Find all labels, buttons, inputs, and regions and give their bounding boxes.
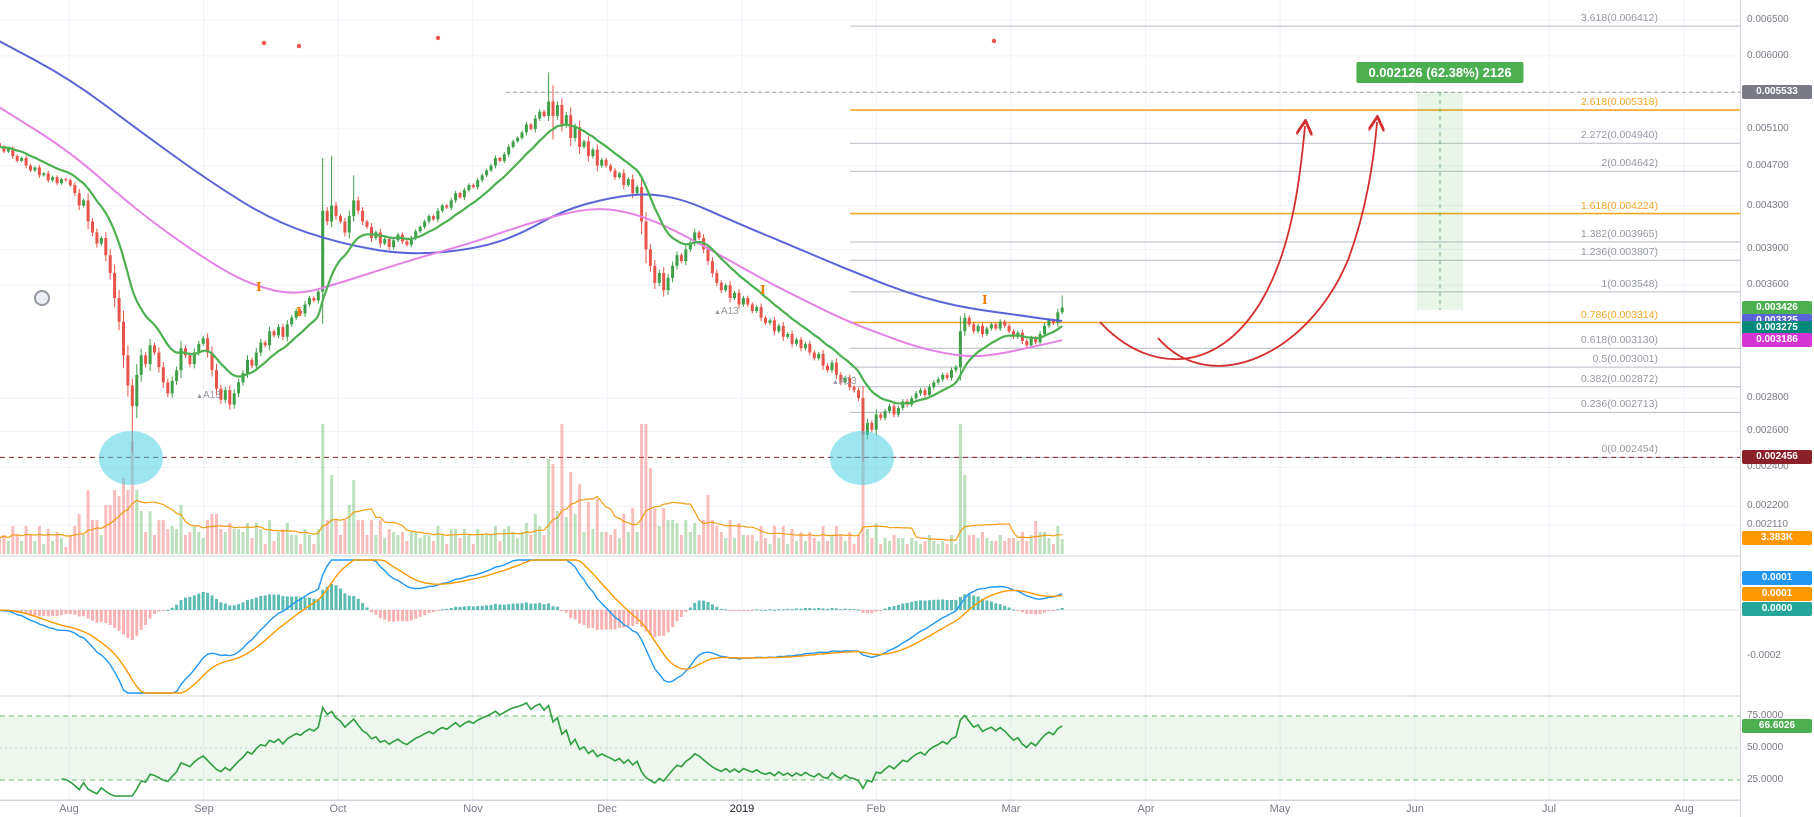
price-axis-label: 0.002200 [1747,500,1789,511]
ma-green-line [0,123,1063,405]
macd-tag: 0.0001 [1742,587,1812,601]
time-axis-label[interactable]: Jul [1541,803,1557,815]
price-tag: 0.003275 [1742,321,1812,335]
price-tag: 0.005533 [1742,85,1812,99]
price-axis-label: 0.003900 [1747,243,1789,254]
price-tag: 0.003186 [1742,333,1812,347]
rsi-axis-label: 75.0000 [1747,710,1784,721]
price-axis-label: 0.006000 [1747,50,1789,61]
price-axis-label: 0.002110 [1747,519,1788,530]
price-tag: 0.002456 [1742,450,1812,464]
rsi-tag: 66.6026 [1742,719,1812,733]
ma-pink-line [0,106,1063,358]
macd-line [0,559,1063,694]
measure-label[interactable]: 0.002126 (62.38%) 2126 [1356,62,1524,83]
macd-tag: 0.0000 [1742,602,1812,616]
time-axis-label[interactable]: Dec [597,803,617,815]
alert-marker[interactable] [435,35,441,41]
price-axis-label: 0.002600 [1747,425,1789,436]
time-axis-label[interactable]: Sep [194,803,214,815]
time-axis-label[interactable]: Feb [866,803,886,815]
volume-tag: 3.383K [1742,531,1812,545]
alert-marker[interactable] [261,40,267,46]
time-axis[interactable]: Aug Sep Oct Nov Dec 2019 Feb Mar Apr May Jun Jul Aug [0,800,1740,817]
price-axis-label: 0.006500 [1747,14,1789,25]
time-axis-label[interactable]: 2019 [729,803,755,815]
alert-marker[interactable] [991,38,997,44]
alert-marker[interactable] [296,43,302,49]
rsi-axis-label: 50.0000 [1747,742,1784,753]
time-axis-label[interactable]: Mar [1001,803,1021,815]
highlight-ellipse-drawing[interactable] [99,431,163,485]
time-axis-label[interactable]: Aug [59,803,79,815]
price-axis-label: 0.003600 [1747,279,1789,290]
time-axis-label[interactable]: Aug [1674,803,1694,815]
rsi-line [61,701,1063,797]
price-axis[interactable]: 0.006500 0.006000 0.005100 0.004700 0.004300… [1740,0,1814,817]
time-axis-label[interactable]: Apr [1137,803,1155,815]
time-axis-label[interactable]: Oct [329,803,347,815]
time-axis-label[interactable]: Nov [463,803,483,815]
highlight-ellipse-drawing[interactable] [830,431,894,485]
price-axis-label: 0.005100 [1747,123,1789,134]
time-axis-label[interactable]: May [1269,803,1291,815]
trend-arrow-drawing[interactable] [1099,126,1305,360]
macd-axis-label: -0.0002 [1747,650,1781,661]
price-axis-label: 0.002400 [1747,461,1789,472]
price-tag: 0.003426 [1742,301,1812,315]
trend-arrow-drawing[interactable] [1157,122,1377,367]
macd-signal-line [0,559,1063,694]
price-axis-label: 0.002800 [1747,392,1789,403]
macd-tag: 0.0001 [1742,571,1812,585]
ma-blue-line [0,40,1063,322]
chart-canvas[interactable] [0,0,1740,817]
measure-range-drawing[interactable] [1417,92,1463,311]
rsi-axis-label: 25.0000 [1747,774,1784,785]
time-axis-label[interactable]: Jun [1406,803,1424,815]
price-axis-label: 0.004300 [1747,200,1789,211]
price-axis-label: 0.004700 [1747,160,1789,171]
